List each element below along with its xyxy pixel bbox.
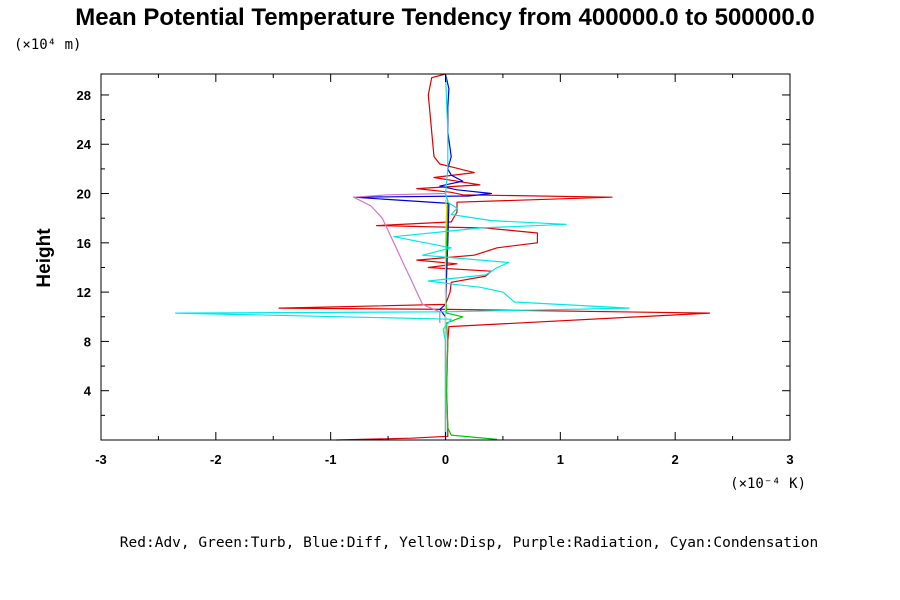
y-tick-label: 16 xyxy=(77,236,91,251)
x-axis-units: (×10⁻⁴ K) xyxy=(730,476,806,492)
chart-title: Mean Potential Temperature Tendency from… xyxy=(75,4,814,31)
series-line-diff xyxy=(353,73,492,440)
x-tick-label: -3 xyxy=(95,452,107,467)
y-tick-label: 28 xyxy=(77,88,91,103)
y-tick-label: 20 xyxy=(77,187,91,202)
x-tick-label: -1 xyxy=(325,452,337,467)
x-tick-label: 0 xyxy=(442,452,449,467)
legend-text: Red:Adv, Green:Turb, Blue:Diff, Yellow:D… xyxy=(120,535,818,551)
y-tick-label: 4 xyxy=(84,384,92,399)
x-tick-label: 2 xyxy=(672,452,679,467)
series-line-adv xyxy=(278,73,711,441)
series-line-turb xyxy=(444,193,498,440)
series-layer xyxy=(175,73,711,441)
x-tick-label: 1 xyxy=(557,452,564,467)
y-axis-units: (×10⁴ m) xyxy=(14,37,81,53)
y-axis-label: Height xyxy=(34,228,55,288)
x-tick-label: -2 xyxy=(210,452,222,467)
y-tick-label: 8 xyxy=(84,334,91,349)
x-tick-label: 3 xyxy=(786,452,793,467)
series-line-radiation xyxy=(353,192,446,323)
y-tick-label: 12 xyxy=(77,285,91,300)
y-tick-label: 24 xyxy=(77,137,92,152)
series-line-condensation xyxy=(175,73,630,440)
